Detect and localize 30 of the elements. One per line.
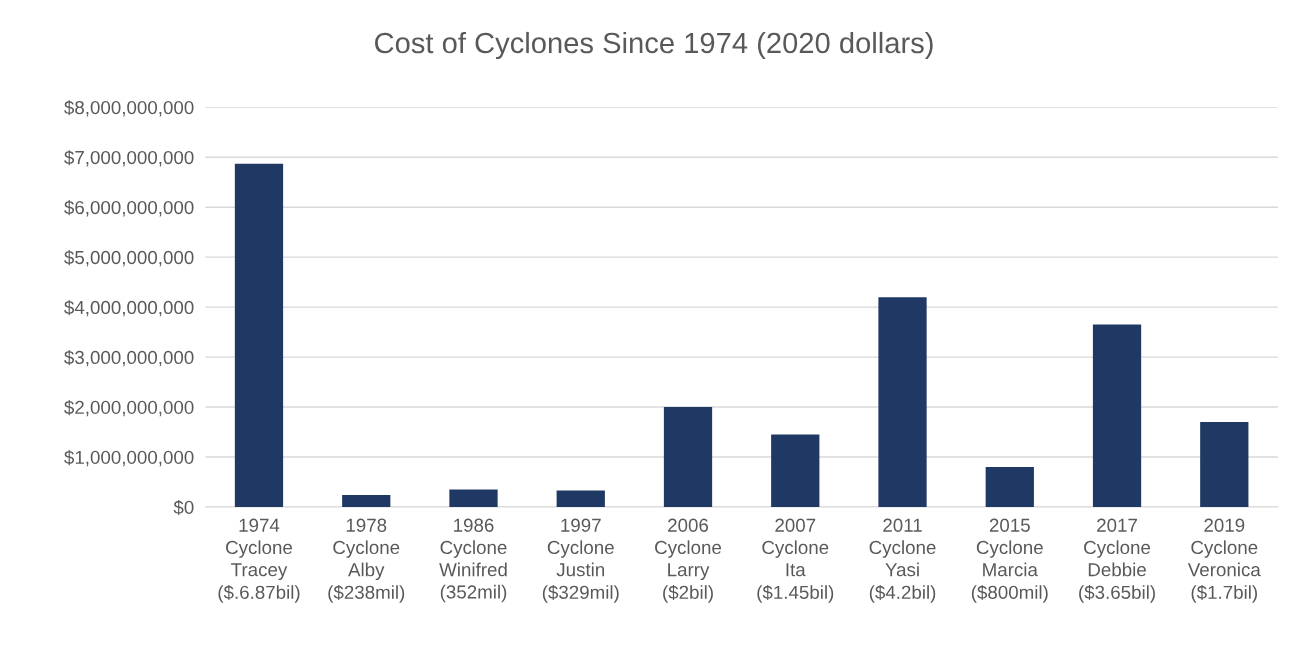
bar <box>878 297 927 507</box>
bar <box>1092 324 1142 507</box>
x-tick-label: 1974 Cyclone Tracey ($.6.87bil) <box>218 518 300 603</box>
bar <box>342 495 391 507</box>
y-tick-label: $4,000,000,000 <box>64 300 194 317</box>
x-tick-label: 2011 Cyclone Yasi ($4.2bil) <box>869 518 936 603</box>
x-tick-label: 2007 Cyclone Ita ($1.45bil) <box>757 518 834 603</box>
y-tick-label: $2,000,000,000 <box>64 399 194 417</box>
bar <box>985 467 1034 507</box>
y-tick-label: $0 <box>173 499 194 516</box>
bar <box>234 163 284 507</box>
x-tick-label: 1978 Cyclone Alby ($238mil) <box>328 518 405 603</box>
x-tick-label: 2006 Cyclone Larry ($2bil) <box>655 518 722 603</box>
y-tick-label: $5,000,000,000 <box>64 250 194 267</box>
bar <box>556 490 605 507</box>
bar <box>1200 422 1249 507</box>
y-tick-label: $1,000,000,000 <box>64 449 194 467</box>
x-tick-label: 1997 Cyclone Justin ($329mil) <box>542 518 619 603</box>
y-tick-label: $7,000,000,000 <box>64 150 194 167</box>
x-tick-label: 1986 Cyclone Winifred (352mil) <box>439 518 507 603</box>
chart-title: Cost of Cyclones Since 1974 (2020 dollars) <box>375 31 933 60</box>
bar <box>663 407 713 507</box>
y-tick-label: $6,000,000,000 <box>64 200 194 217</box>
y-tick-label: $8,000,000,000 <box>64 100 194 117</box>
bar <box>449 489 498 507</box>
x-tick-label: 2017 Cyclone Debbie ($3.65bil) <box>1079 518 1155 603</box>
x-tick-label: 2019 Cyclone Veronica ($1.7bil) <box>1187 518 1261 603</box>
x-tick-label: 2015 Cyclone Marcia ($800mil) <box>971 518 1048 603</box>
y-tick-label: $3,000,000,000 <box>64 350 194 367</box>
bar <box>771 434 820 507</box>
